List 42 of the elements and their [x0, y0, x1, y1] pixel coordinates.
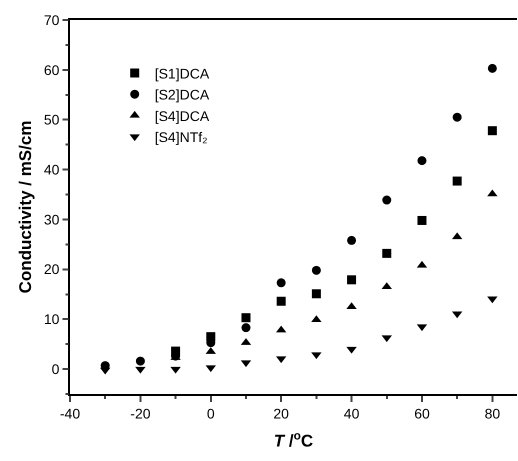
point	[100, 368, 110, 375]
point	[347, 236, 356, 245]
point	[452, 112, 462, 122]
point	[382, 248, 392, 258]
point	[417, 216, 426, 225]
x-tick-label: -20	[130, 406, 151, 422]
point	[382, 282, 392, 290]
point	[241, 323, 250, 332]
point	[382, 335, 392, 342]
y-tick-label: 40	[44, 162, 60, 178]
point	[382, 196, 392, 205]
y-tick-label: 30	[44, 211, 60, 228]
y-axis-title: Conductivity / mS/cm	[16, 120, 35, 294]
point	[276, 296, 286, 306]
x-tick-label: -40	[60, 406, 80, 422]
y-tick-label: 0	[52, 360, 60, 377]
legend-label: [S1]DCA	[154, 65, 210, 82]
x-tick-label: 60	[414, 406, 430, 422]
x-tick-label: 80	[484, 406, 500, 422]
legend-label: [S4]DCA	[154, 108, 210, 124]
legend-label: [S4]NTf₂	[154, 129, 208, 146]
y-tick-label: 20	[44, 261, 60, 278]
y-tick-label: 10	[44, 311, 60, 328]
y-tick-label: 50	[44, 112, 60, 128]
point	[206, 365, 216, 372]
point	[488, 64, 497, 73]
point	[136, 356, 145, 366]
legend-label: [S2]DCA	[154, 86, 210, 103]
point	[312, 266, 321, 275]
y-tick-label: 60	[44, 62, 60, 78]
point	[452, 176, 462, 186]
y-tick-label: 70	[44, 12, 60, 28]
point	[241, 313, 250, 322]
x-tick-label: 0	[206, 406, 215, 422]
x-tick-label: 20	[273, 406, 290, 422]
x-tick-label: 40	[344, 406, 360, 422]
point	[312, 289, 321, 298]
x-axis-title: T /$^{o}$C	[274, 428, 314, 450]
point	[276, 278, 286, 288]
point	[347, 275, 356, 284]
point	[488, 126, 497, 136]
point	[417, 156, 426, 166]
